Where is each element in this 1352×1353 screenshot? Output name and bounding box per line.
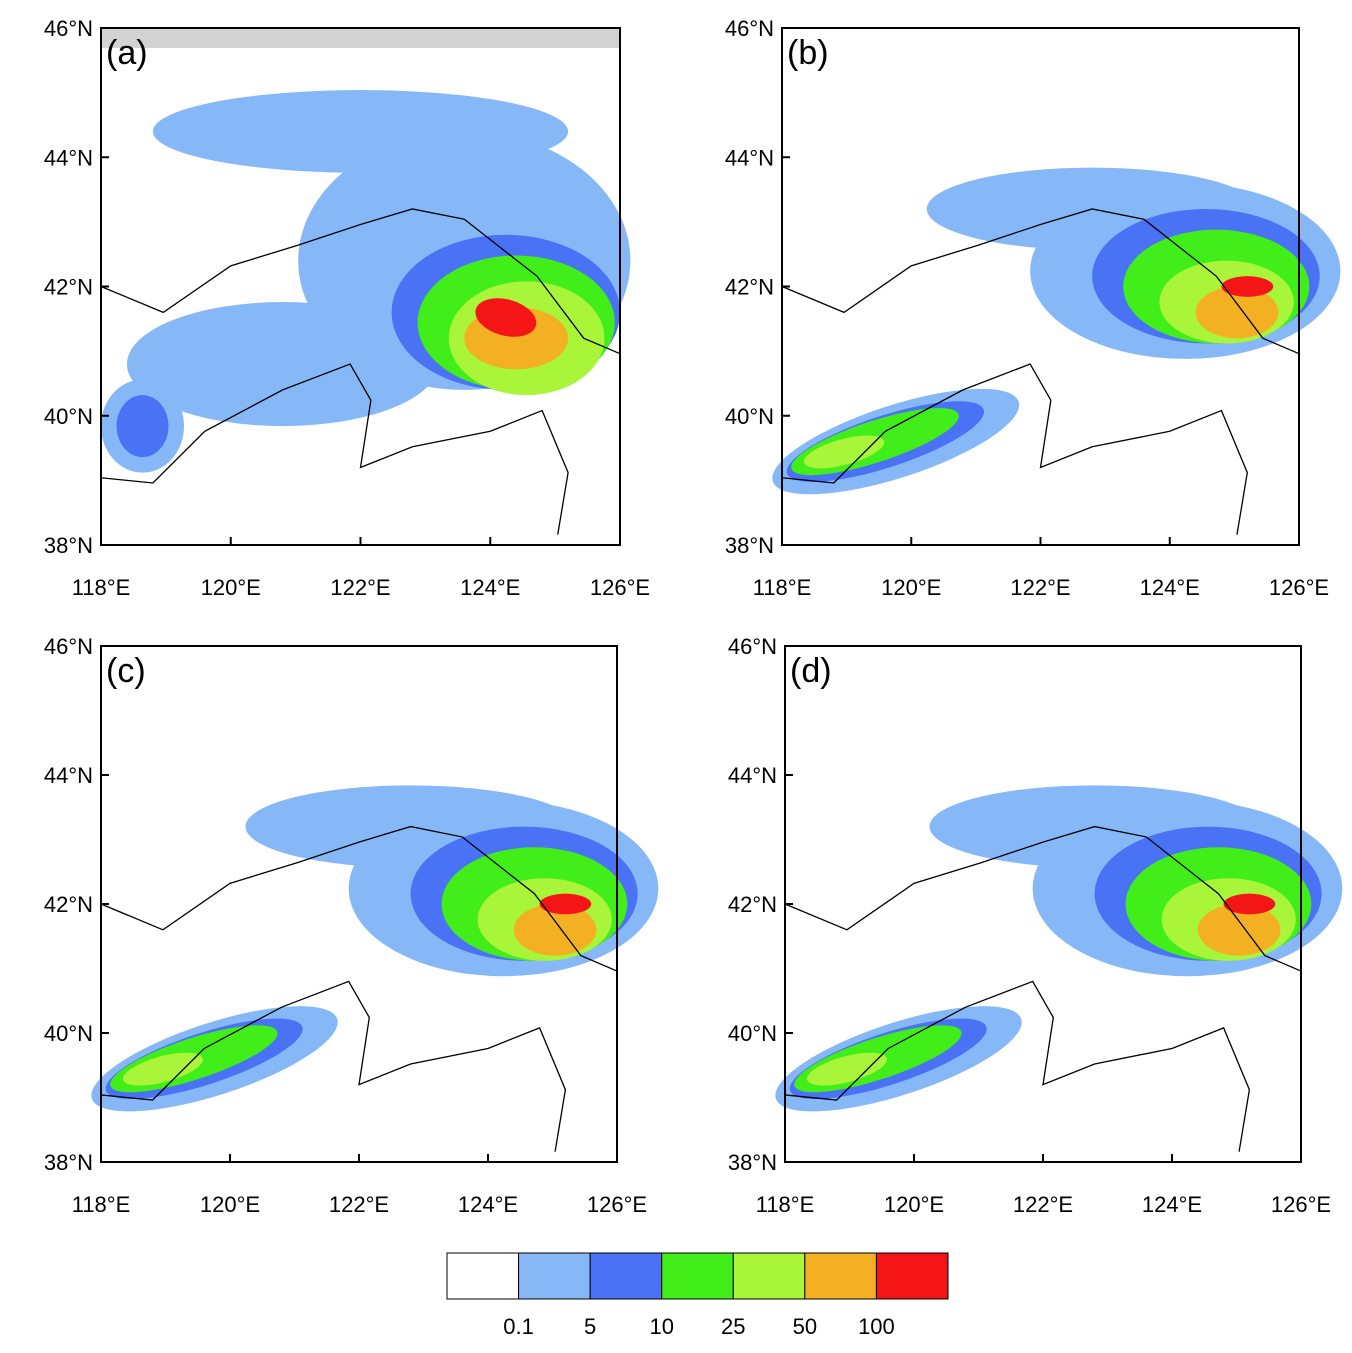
panel-label: (a) (106, 34, 148, 72)
y-tick-label: 38°N (725, 533, 774, 558)
y-tick-label: 46°N (725, 16, 774, 41)
x-tick-label: 124°E (1140, 575, 1200, 600)
boundary-line (784, 825, 1302, 972)
map-panel: (c) 118°E 120°E 122°E 124°E 126°E 46°N 44°N 42°N… (44, 634, 659, 1217)
x-tick-label: 124°E (1142, 1192, 1202, 1217)
y-tick-label: 42°N (44, 275, 93, 300)
y-tick-label: 42°N (728, 892, 777, 917)
colorbar-label: 10 (649, 1314, 673, 1339)
colorbar-label: 0.1 (503, 1314, 534, 1339)
x-tick-label: 118°E (72, 575, 131, 600)
colorbar-box (804, 1252, 877, 1300)
precip-contour (1223, 893, 1276, 915)
colorbar-box (589, 1252, 663, 1300)
colorbar-box (518, 1252, 591, 1300)
y-tick-label: 42°N (44, 892, 93, 917)
missing-data (101, 28, 620, 48)
y-tick-label: 38°N (44, 533, 93, 558)
colorbar-label: 100 (858, 1314, 895, 1339)
precip-contour (803, 435, 885, 469)
precip-contour (1197, 904, 1281, 956)
y-tick-label: 38°N (44, 1150, 93, 1175)
colorbar-box (446, 1252, 520, 1300)
map-panel: (a) 118°E 120°E 122°E 124°E 126°E 46°N 44°N 42°N… (44, 16, 650, 600)
precip-contour (116, 395, 169, 458)
y-tick-label: 46°N (44, 16, 93, 41)
x-tick-label: 120°E (201, 575, 261, 600)
boundary-line (100, 208, 621, 355)
y-tick-label: 40°N (44, 1021, 93, 1046)
x-tick-label: 120°E (200, 1192, 260, 1217)
panel-label: (b) (787, 34, 829, 72)
y-tick-label: 46°N (728, 634, 777, 659)
x-tick-label: 122°E (330, 575, 390, 600)
x-tick-label: 118°E (756, 1192, 815, 1217)
x-tick-label: 120°E (884, 1192, 944, 1217)
panel-label: (d) (790, 652, 832, 690)
boundary-line (100, 363, 569, 535)
precip-contour (513, 904, 597, 956)
precip-contour (1221, 276, 1274, 297)
y-tick-label: 46°N (44, 634, 93, 659)
colorbar-box (875, 1252, 949, 1300)
y-tick-label: 40°N (728, 1021, 777, 1046)
x-tick-label: 122°E (1013, 1192, 1073, 1217)
x-tick-label: 126°E (590, 575, 650, 600)
x-tick-label: 122°E (329, 1192, 389, 1217)
x-tick-label: 126°E (587, 1192, 647, 1217)
colorbar-label: 50 (793, 1314, 817, 1339)
boundary-line (100, 980, 567, 1152)
x-tick-label: 118°E (753, 575, 812, 600)
y-tick-label: 40°N (44, 404, 93, 429)
colorbar-label: 5 (584, 1314, 596, 1339)
precip-contour (152, 90, 569, 173)
precip-contour (806, 1052, 887, 1086)
x-tick-label: 120°E (881, 575, 941, 600)
x-tick-label: 124°E (458, 1192, 518, 1217)
precip-contour (475, 298, 537, 337)
precip-contour (1195, 286, 1279, 339)
x-tick-label: 118°E (72, 1192, 131, 1217)
y-tick-label: 40°N (725, 404, 774, 429)
colorbar-box (732, 1252, 806, 1300)
map-panel: (b) 118°E 120°E 122°E 124°E 126°E 46°N 44°N 42°N… (725, 16, 1341, 600)
y-tick-label: 42°N (725, 275, 774, 300)
colorbar-label: 25 (721, 1314, 745, 1339)
precip-field (101, 90, 631, 473)
precip-contour (539, 893, 592, 915)
panel-label: (c) (106, 652, 146, 690)
boundary-line (781, 208, 1300, 355)
x-tick-label: 122°E (1010, 575, 1070, 600)
y-tick-label: 38°N (728, 1150, 777, 1175)
colorbar-box (661, 1252, 734, 1300)
y-tick-label: 44°N (728, 763, 777, 788)
y-tick-label: 44°N (725, 145, 774, 170)
boundary-line (100, 825, 618, 972)
map-panel: (d) 118°E 120°E 122°E 124°E 126°E 46°N 44°N 42°N… (728, 634, 1343, 1217)
y-tick-label: 44°N (44, 145, 93, 170)
x-tick-label: 126°E (1271, 1192, 1331, 1217)
x-tick-label: 126°E (1269, 575, 1329, 600)
y-tick-label: 44°N (44, 763, 93, 788)
colorbar: 0.1 5 10 25 50 100 (446, 1252, 949, 1339)
x-tick-label: 124°E (460, 575, 520, 600)
precip-contour (126, 302, 439, 427)
precip-contour (122, 1052, 203, 1086)
boundary-line (784, 980, 1251, 1152)
precip-field (775, 785, 1343, 1112)
boundary-line (781, 363, 1248, 535)
